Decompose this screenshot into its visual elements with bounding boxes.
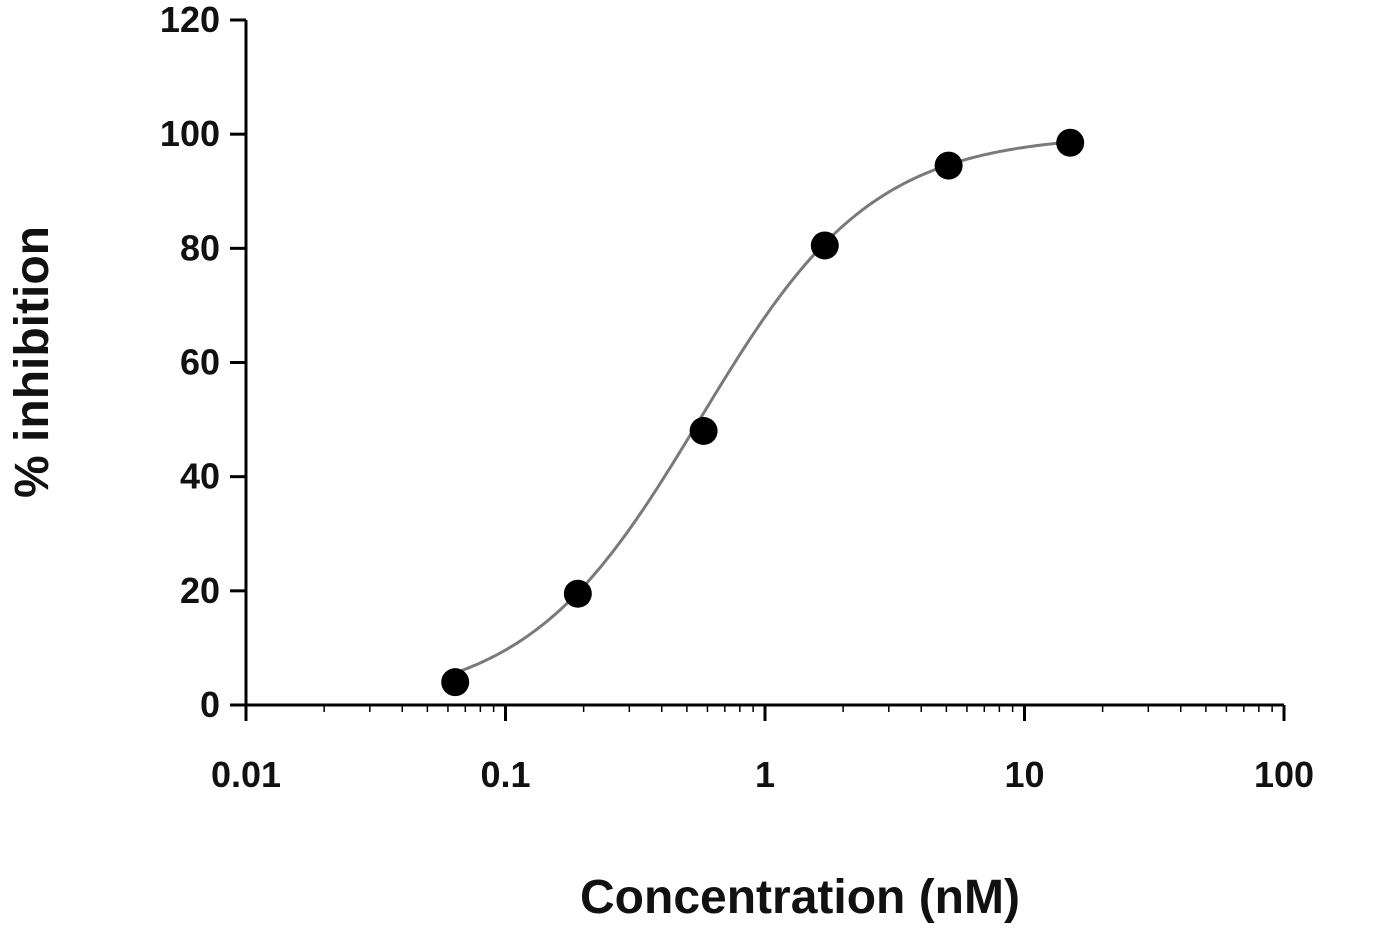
x-tick-label: 0.1 — [480, 754, 530, 795]
y-tick-label: 0 — [200, 684, 220, 725]
y-tick-label: 120 — [160, 0, 220, 40]
y-tick-label: 40 — [180, 456, 220, 497]
y-tick-label: 60 — [180, 342, 220, 383]
data-point — [810, 231, 839, 260]
y-tick-label: 80 — [180, 227, 220, 268]
x-tick-label: 10 — [1004, 754, 1044, 795]
x-tick-label: 0.01 — [211, 754, 281, 795]
data-points-layer — [441, 128, 1085, 697]
x-axis-title: Concentration (nM) — [580, 871, 1020, 924]
data-point — [689, 417, 718, 445]
data-point — [563, 579, 592, 608]
axes-layer: 0 20 40 60 80 100 120 0.01 0.1 1 10 100 — [160, 0, 1314, 795]
y-tick-label: 100 — [160, 113, 220, 154]
y-tick-label: 20 — [180, 570, 220, 611]
data-point — [441, 668, 470, 697]
fit-curve-layer — [454, 140, 1071, 675]
data-point — [1056, 128, 1085, 157]
y-axis-title: % inhibition — [6, 226, 59, 498]
fit-curve-line — [454, 140, 1071, 675]
x-tick-label: 1 — [755, 754, 775, 795]
x-tick-label: 100 — [1254, 754, 1314, 795]
data-point — [934, 151, 963, 180]
